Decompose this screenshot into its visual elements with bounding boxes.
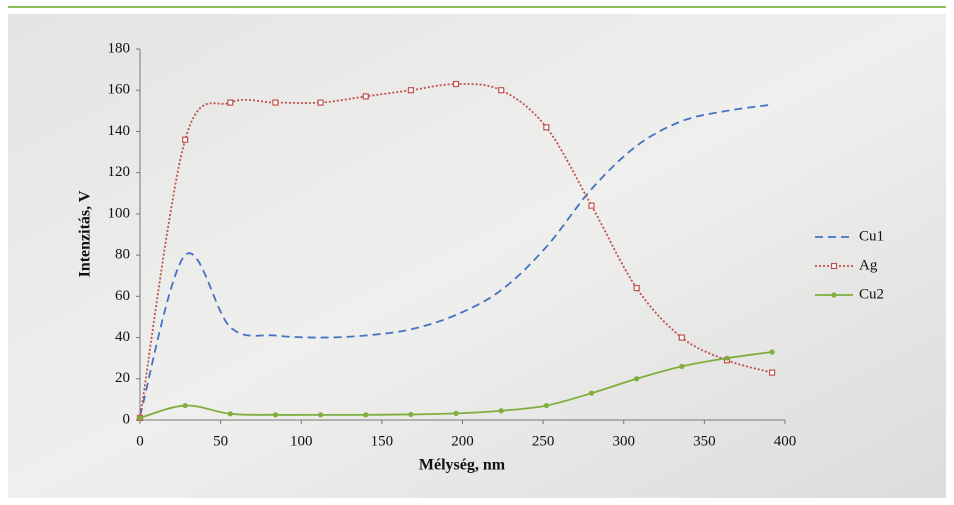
x-tick-label: 50 <box>213 433 228 449</box>
data-point <box>770 370 775 375</box>
data-point <box>453 411 458 416</box>
data-point <box>318 412 323 417</box>
x-tick-label: 350 <box>693 433 716 449</box>
y-tick-label: 180 <box>108 40 131 56</box>
legend-marker <box>831 292 836 297</box>
data-point <box>363 94 368 99</box>
data-point <box>589 391 594 396</box>
chart: Mélység, nm Intenzitás, V 0 20 40 60 80 100 12… <box>0 0 954 505</box>
legend-label: Cu1 <box>859 228 884 244</box>
data-point <box>499 88 504 93</box>
data-point <box>228 411 233 416</box>
data-point <box>318 100 323 105</box>
x-tick-label: 400 <box>774 433 797 449</box>
data-point <box>544 403 549 408</box>
y-axis-title: Intenzitás, V <box>77 190 94 277</box>
x-tick-label: 300 <box>613 433 636 449</box>
data-point <box>679 335 684 340</box>
data-point <box>589 203 594 208</box>
legend-marker <box>832 264 837 269</box>
data-point <box>183 137 188 142</box>
y-tick-label: 0 <box>123 411 131 427</box>
x-axis-title: Mélység, nm <box>419 457 506 474</box>
data-point <box>544 125 549 130</box>
data-point <box>679 364 684 369</box>
data-point <box>363 412 368 417</box>
data-point <box>454 82 459 87</box>
data-point <box>634 376 639 381</box>
data-point <box>408 88 413 93</box>
legend-label: Cu2 <box>859 286 884 302</box>
data-point <box>499 408 504 413</box>
x-tick-label: 0 <box>136 433 144 449</box>
legend-label: Ag <box>859 257 878 273</box>
y-tick-label: 140 <box>108 123 131 139</box>
y-tick-label: 100 <box>108 205 131 221</box>
data-point <box>408 412 413 417</box>
y-tick-label: 20 <box>115 370 130 386</box>
x-tick-label: 200 <box>451 433 474 449</box>
y-tick-label: 120 <box>108 164 131 180</box>
data-point <box>634 286 639 291</box>
data-point <box>228 100 233 105</box>
data-point <box>724 356 729 361</box>
y-tick-label: 60 <box>115 288 130 304</box>
x-tick-label: 100 <box>290 433 313 449</box>
y-tick-label: 40 <box>115 329 130 345</box>
data-point <box>137 415 142 420</box>
chart-background <box>8 14 946 498</box>
data-point <box>770 349 775 354</box>
data-point <box>183 403 188 408</box>
y-tick-label: 80 <box>115 247 130 263</box>
data-point <box>273 100 278 105</box>
y-tick-label: 160 <box>108 82 131 98</box>
data-point <box>273 412 278 417</box>
x-tick-label: 150 <box>371 433 394 449</box>
x-tick-label: 250 <box>532 433 555 449</box>
